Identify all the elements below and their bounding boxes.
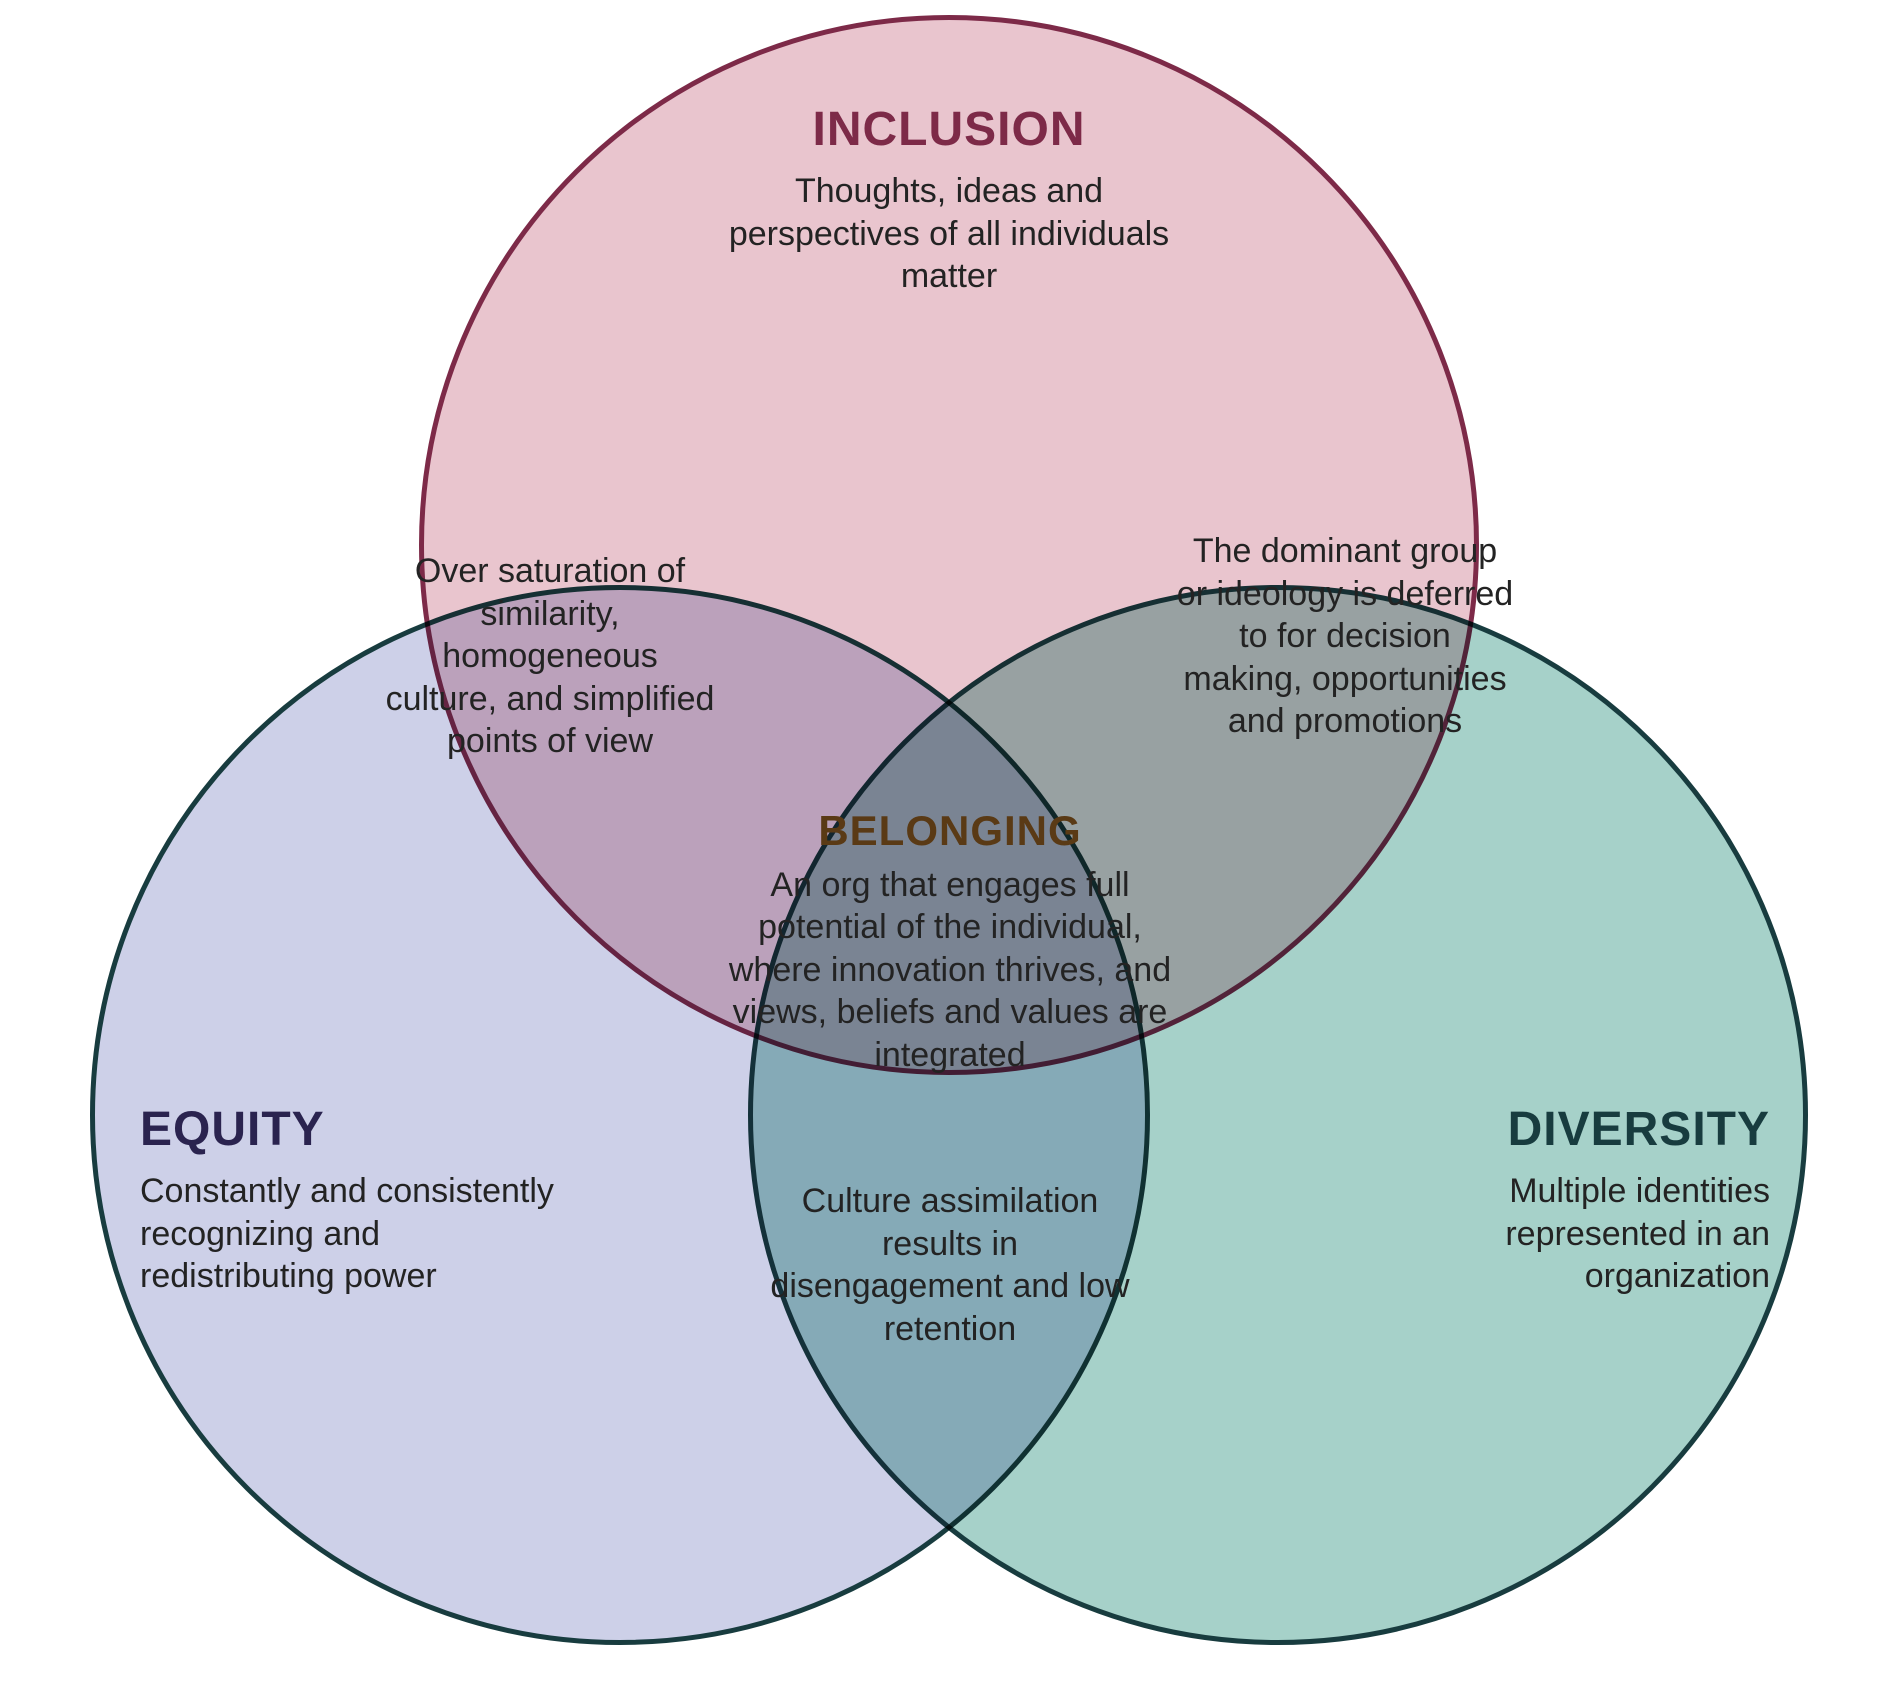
inclusion-block: INCLUSION Thoughts, ideas and perspectiv…	[720, 100, 1178, 298]
belonging-desc: An org that engages full potential of th…	[715, 864, 1185, 1077]
equity-title: EQUITY	[140, 1100, 570, 1160]
diversity-title: DIVERSITY	[1360, 1100, 1770, 1160]
overlap-inclusion-diversity: The dominant group or ideology is deferr…	[1175, 530, 1515, 743]
belonging-title: BELONGING	[715, 805, 1185, 858]
venn-diagram: INCLUSION Thoughts, ideas and perspectiv…	[0, 0, 1898, 1692]
overlap-equity-diversity: Culture assimilation results in disengag…	[770, 1180, 1130, 1350]
diversity-desc: Multiple identities represented in an or…	[1360, 1170, 1770, 1298]
diversity-block: DIVERSITY Multiple identities represente…	[1360, 1100, 1770, 1298]
equity-block: EQUITY Constantly and consistently recog…	[140, 1100, 570, 1298]
equity-desc: Constantly and consistently recognizing …	[140, 1170, 570, 1298]
center-belonging-block: BELONGING An org that engages full poten…	[715, 805, 1185, 1076]
overlap-inclusion-equity: Over saturation of similarity, homogeneo…	[385, 550, 715, 763]
inclusion-title: INCLUSION	[720, 100, 1178, 160]
inclusion-desc: Thoughts, ideas and perspectives of all …	[720, 170, 1178, 298]
